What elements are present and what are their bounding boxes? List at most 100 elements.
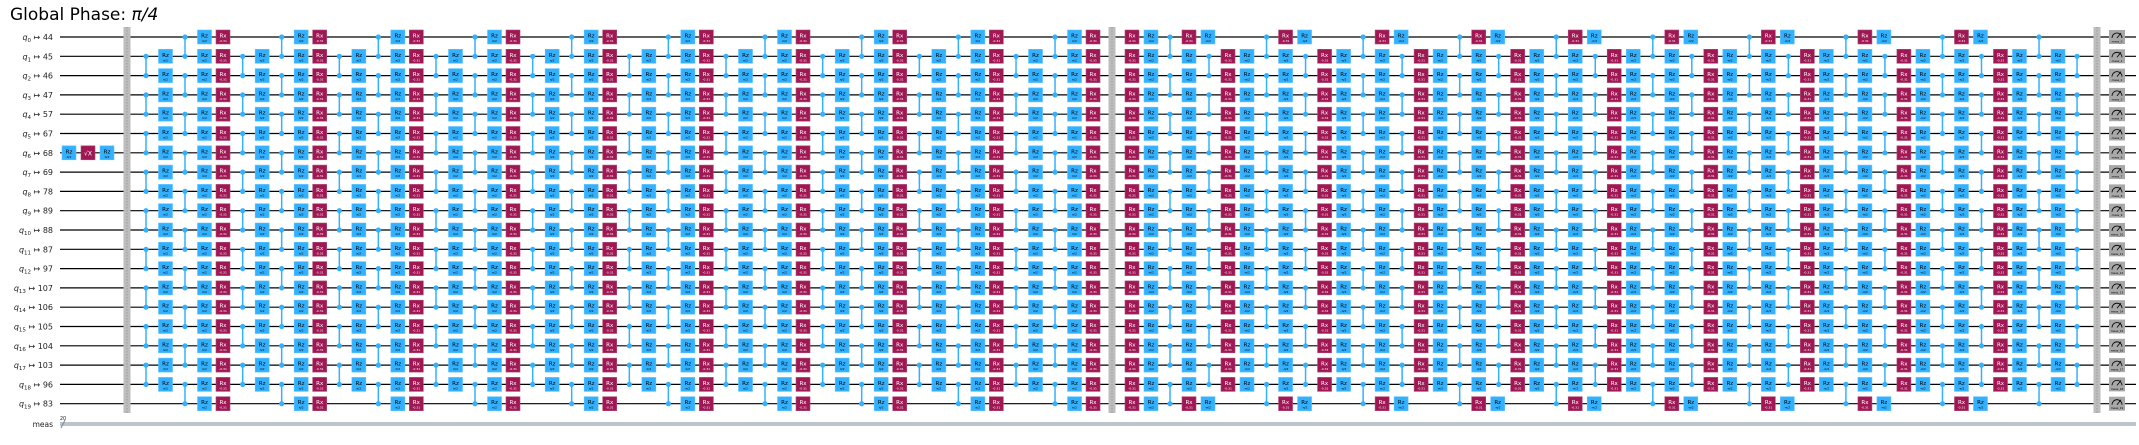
cz-gate xyxy=(279,227,285,252)
gate-param: -0.31 xyxy=(1224,213,1232,217)
cz-control-dot xyxy=(336,92,342,98)
gate-label: Rz xyxy=(452,91,459,97)
cz-gate xyxy=(1013,246,1019,272)
rz-gate: Rzπ/2 xyxy=(487,319,502,334)
cz-gate xyxy=(1052,73,1058,98)
rx-gate: Rx-0.31 xyxy=(409,184,424,199)
rz-gate: Rz-π/2 xyxy=(1374,145,1390,161)
rx-gate: Rx-0.31 xyxy=(312,396,327,412)
gate-param: π/2 xyxy=(202,97,207,101)
gate-label: Rz xyxy=(491,304,498,310)
gate-param: π/2 xyxy=(453,309,458,313)
cz-control-dot xyxy=(1592,130,1598,137)
cz-control-dot xyxy=(1263,169,1270,175)
gate-param: -0.31 xyxy=(1668,39,1676,43)
rz-gate: Rz-π/2 xyxy=(1625,222,1641,238)
cz-control-dot xyxy=(472,53,478,59)
rx-gate: Rx-0.31 xyxy=(1606,106,1622,122)
cz-control-dot xyxy=(723,208,729,214)
cz-gate xyxy=(1360,73,1366,98)
gate-param: π/2 xyxy=(356,309,361,313)
cz-control-dot xyxy=(240,343,246,349)
cz-control-dot xyxy=(1167,285,1173,291)
cz-control-dot xyxy=(143,323,149,330)
gate-label: Rz xyxy=(201,111,208,117)
gate-param: -0.31 xyxy=(1224,78,1232,82)
rz-gate: Rz-π/2 xyxy=(1471,68,1486,83)
rz-gate: Rz-π/2 xyxy=(1200,396,1216,412)
rx-gate: Rx-0.31 xyxy=(1317,164,1332,180)
cz-control-dot xyxy=(723,246,729,252)
gate-label: Rz xyxy=(201,227,208,233)
gate-param: π/2 xyxy=(202,271,207,275)
gate-param: π/2 xyxy=(589,386,594,390)
cz-gate xyxy=(1167,73,1173,98)
gate-param: -0.31 xyxy=(1089,78,1097,82)
gate-param: π/2 xyxy=(1033,271,1038,275)
rz-gate: Rzπ/2 xyxy=(641,87,657,103)
cz-control-dot xyxy=(279,53,285,59)
rz-gate: Rzπ/2 xyxy=(777,319,792,334)
cz-control-dot xyxy=(916,188,922,194)
gate-param: -0.31 xyxy=(992,58,1000,62)
cz-control-dot xyxy=(143,285,149,291)
cz-gate xyxy=(665,111,671,137)
gate-param: -0.31 xyxy=(606,97,614,101)
qubit-name: q xyxy=(22,130,27,139)
rz-box xyxy=(351,222,367,238)
rz-gate: Rz-π/2 xyxy=(1471,145,1486,161)
rz-gate: Rzπ/2 xyxy=(1067,203,1082,218)
cz-gate xyxy=(182,343,188,368)
gate-param: π/2 xyxy=(936,251,941,255)
rz-box xyxy=(158,203,173,218)
gate-param: -0.31 xyxy=(606,174,614,178)
rx-gate: Rx-0.31 xyxy=(602,319,617,334)
gate-param: π/2 xyxy=(299,174,304,178)
gate-param: -π/2 xyxy=(1148,232,1154,236)
cz-control-dot xyxy=(1496,130,1502,137)
qubit-index: 15 xyxy=(19,328,26,334)
gate-label: Rz xyxy=(259,72,266,78)
cz-control-dot xyxy=(820,169,826,175)
cz-gate xyxy=(375,73,381,98)
gate-param: -0.31 xyxy=(1128,367,1136,371)
gate-param: -π/2 xyxy=(1244,271,1250,275)
cz-gate xyxy=(955,188,961,214)
gate-param: -π/2 xyxy=(1437,271,1443,275)
rz-box xyxy=(351,68,367,83)
gate-param: π/2 xyxy=(550,386,555,390)
rz-box xyxy=(158,48,173,64)
rz-gate: Rz-π/2 xyxy=(1143,319,1159,334)
global-phase-title: Global Phase: π/4 xyxy=(10,5,158,25)
rx-box xyxy=(215,184,231,199)
cz-control-dot xyxy=(182,401,188,407)
cz-control-dot xyxy=(955,169,961,175)
rz-box xyxy=(197,338,212,354)
gate-param: -π/2 xyxy=(1379,271,1385,275)
cz-control-dot xyxy=(916,381,922,387)
rx-gate: Rx-0.31 xyxy=(1124,126,1140,141)
gate-param: -0.31 xyxy=(799,348,807,352)
cz-control-dot xyxy=(433,323,439,330)
gate-label: Rx xyxy=(316,53,324,59)
gate-param: -0.31 xyxy=(1378,39,1386,43)
gate-param: -π/2 xyxy=(1302,39,1308,43)
gate-param: -π/2 xyxy=(1437,367,1443,371)
rz-gate: Rz-π/2 xyxy=(1278,184,1293,199)
gate-param: -π/2 xyxy=(1148,174,1154,178)
rz-box xyxy=(158,338,173,354)
gate-param: π/2 xyxy=(202,329,207,333)
gate-label: Rx xyxy=(219,265,227,271)
gate-param: -0.31 xyxy=(992,136,1000,140)
cz-control-dot xyxy=(1457,188,1463,194)
gate-param: π/2 xyxy=(646,251,651,255)
cz-control-dot xyxy=(182,53,188,59)
cz-control-dot xyxy=(569,150,575,156)
rz-gate: Rz-π/2 xyxy=(1471,126,1486,141)
gate-param: π/2 xyxy=(1033,58,1038,62)
rz-gate: Rz-π/2 xyxy=(1336,106,1351,122)
cz-control-dot xyxy=(1650,266,1656,272)
gate-param: π/2 xyxy=(163,213,168,217)
gate-label: Rx xyxy=(413,111,421,117)
rz-gate: Rz-π/2 xyxy=(1181,338,1197,354)
